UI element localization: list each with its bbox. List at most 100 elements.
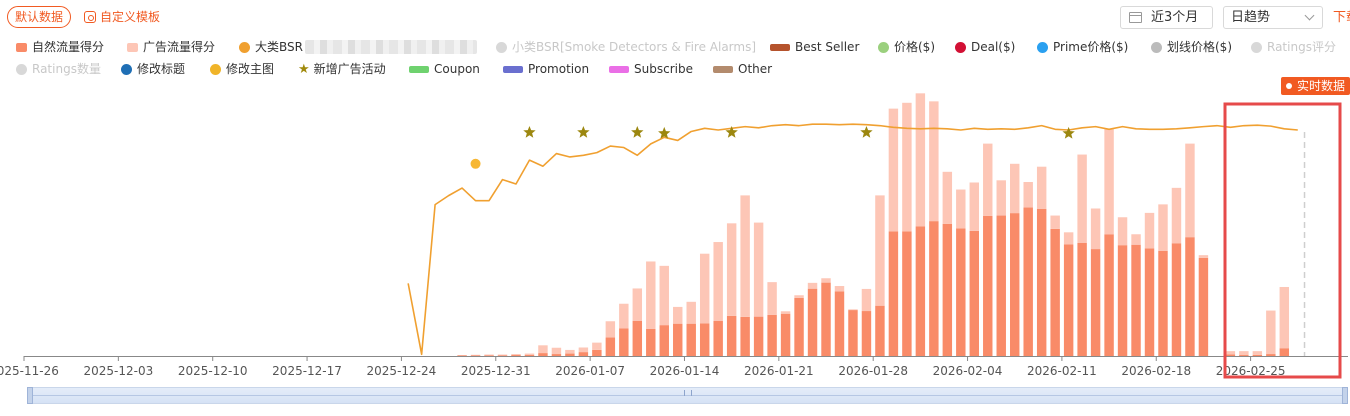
bar-0-48 — [673, 323, 683, 356]
bar-0-86 — [1185, 237, 1195, 356]
trend-select[interactable]: 日趋势 — [1223, 6, 1323, 29]
legend-label: 修改标题 — [137, 62, 186, 76]
legend-item-0[interactable]: 自然流量得分 — [16, 38, 104, 56]
zoom-handle-left[interactable] — [27, 387, 33, 404]
custom-template-label: 自定义模板 — [100, 10, 161, 24]
legend-swatch-icon — [496, 41, 507, 53]
bar-0-70 — [969, 230, 979, 356]
bar-1-57 — [794, 295, 804, 298]
bar-2-90 — [1239, 355, 1249, 356]
bar-0-82 — [1131, 244, 1141, 356]
legend-label: Deal($) — [971, 40, 1016, 54]
settings-icon — [84, 11, 96, 23]
bar-0-53 — [740, 316, 750, 356]
date-range-select[interactable]: 近3个月 — [1120, 6, 1213, 29]
download-button[interactable]: 下载 — [1333, 10, 1350, 25]
bar-1-64 — [888, 108, 899, 232]
x-tick-label-10: 2026-02-04 — [933, 364, 1003, 378]
bsr-line — [407, 123, 1298, 356]
bar-1-46 — [646, 261, 656, 329]
bar-0-55 — [767, 314, 777, 356]
bar-0-79 — [1090, 249, 1101, 356]
bar-1-56 — [780, 311, 791, 314]
legend-item-2[interactable]: 大类BSR — [239, 38, 477, 56]
legend-label: 小类BSR[Smoke Detectors & Fire Alarms] — [512, 40, 757, 54]
bar-0-59 — [821, 282, 831, 356]
x-tick-label-8: 2026-01-21 — [744, 364, 814, 378]
bar-2-91 — [1252, 354, 1263, 356]
bar-1-54 — [753, 222, 764, 317]
ad-campaign-star-5 — [860, 125, 873, 138]
bar-1-50 — [699, 253, 710, 324]
legend-item-16[interactable]: Subscribe — [609, 60, 693, 78]
legend-item-6[interactable]: Deal($) — [955, 38, 1015, 56]
data-zoom-slider[interactable] — [27, 387, 1348, 404]
custom-template-button[interactable]: 自定义模板 — [84, 6, 160, 28]
zoom-grip-icon[interactable] — [684, 390, 692, 396]
legend-swatch-icon — [16, 42, 27, 52]
legend-item-3[interactable]: 小类BSR[Smoke Detectors & Fire Alarms] — [496, 38, 756, 56]
legend-label: 新增广告活动 — [313, 62, 386, 76]
bar-0-51 — [713, 321, 723, 356]
bar-0-64 — [888, 231, 899, 356]
legend-swatch-icon: ★ — [298, 61, 310, 77]
legend-item-13[interactable]: ★ 新增广告活动 — [298, 60, 386, 78]
bar-0-65 — [902, 231, 912, 356]
bar-1-83 — [1144, 212, 1155, 249]
legend-item-5[interactable]: 价格($) — [878, 38, 935, 56]
legend-item-15[interactable]: Promotion — [503, 60, 589, 78]
legend-item-1[interactable]: 广告流量得分 — [127, 38, 215, 56]
bar-3-93 — [1279, 286, 1290, 349]
legend-item-17[interactable]: Other — [713, 60, 772, 78]
x-tick-label-13: 2026-02-25 — [1216, 364, 1286, 378]
legend-item-14[interactable]: Coupon — [409, 60, 480, 78]
legend-item-12[interactable]: 修改主图 — [210, 60, 274, 78]
bar-1-66 — [915, 93, 926, 227]
bar-0-75 — [1036, 208, 1047, 356]
bar-0-39 — [551, 354, 562, 356]
legend-swatch-icon — [210, 63, 221, 75]
legend-swatch-icon — [121, 63, 132, 75]
legend-item-10[interactable]: Ratings数量 — [16, 60, 101, 78]
bar-0-83 — [1144, 248, 1155, 356]
x-tick-label-9: 2026-01-28 — [838, 364, 908, 378]
legend-item-4[interactable]: Best Seller — [770, 38, 859, 56]
legend-swatch-icon — [16, 63, 27, 75]
bar-3-92 — [1266, 310, 1276, 355]
bar-2-92 — [1266, 354, 1276, 356]
legend-item-11[interactable]: 修改标题 — [121, 60, 185, 78]
x-tick-label-1: 2025-12-03 — [83, 364, 153, 378]
bar-1-84 — [1158, 204, 1168, 251]
bar-0-52 — [726, 315, 737, 356]
legend-label: Subscribe — [634, 62, 693, 76]
legend-item-8[interactable]: 划线价格($) — [1151, 38, 1232, 56]
bar-0-41 — [578, 352, 589, 356]
bar-1-71 — [983, 143, 993, 216]
bar-1-68 — [942, 171, 953, 224]
legend-label: Prime价格($) — [1053, 40, 1129, 54]
legend-swatch-icon — [1037, 41, 1048, 53]
bar-0-33 — [470, 355, 481, 356]
default-data-button[interactable]: 默认数据 — [7, 6, 72, 28]
legend-swatch-icon — [878, 41, 889, 53]
legend-swatch-icon — [609, 65, 629, 73]
bar-0-44 — [619, 328, 629, 356]
bar-0-69 — [956, 228, 966, 356]
bar-1-40 — [565, 349, 575, 354]
bar-1-36 — [511, 354, 521, 356]
bar-1-85 — [1171, 187, 1182, 244]
legend-item-7[interactable]: Prime价格($) — [1037, 38, 1128, 56]
x-tick-label-11: 2026-02-11 — [1027, 364, 1097, 378]
legend-item-9[interactable]: Ratings评分 — [1251, 38, 1336, 56]
realtime-data-badge[interactable]: 实时数据 — [1281, 77, 1350, 95]
bar-1-55 — [767, 282, 777, 315]
bar-1-69 — [956, 189, 966, 229]
x-tick-label-2: 2025-12-10 — [178, 364, 248, 378]
bar-0-81 — [1117, 245, 1128, 356]
x-tick-label-6: 2026-01-07 — [555, 364, 625, 378]
zoom-handle-right[interactable] — [1342, 387, 1348, 404]
redacted-block — [304, 40, 477, 54]
bar-1-52 — [726, 223, 737, 316]
bar-0-54 — [753, 316, 764, 356]
legend-swatch-icon — [503, 65, 523, 73]
